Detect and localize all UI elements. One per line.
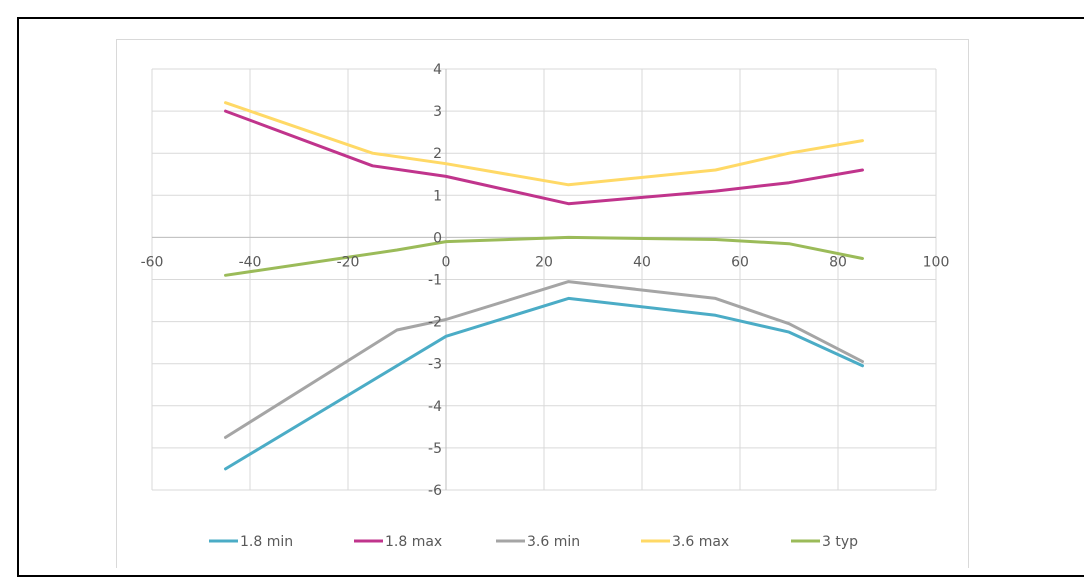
x-tick-label: -40 [239,254,262,270]
legend-item: 3 typ [791,534,858,550]
y-tick-label: 4 [433,62,442,78]
y-tick-label: -4 [428,399,442,415]
x-tick-label: 20 [535,254,553,270]
legend-label: 1.8 max [385,534,442,550]
y-tick-label: 2 [433,146,442,162]
legend-item: 1.8 max [354,534,442,550]
page-heading [0,0,1084,13]
x-tick-label: 100 [923,254,950,270]
legend: 1.8 min 1.8 max 3.6 min 3.6 max 3 typ [209,534,858,550]
y-tick-label: -6 [428,483,442,499]
legend-label: 1.8 min [240,534,293,550]
legend-label: 3.6 max [672,534,729,550]
y-tick-label: -3 [428,357,442,373]
legend-label: 3 typ [822,534,858,550]
y-tick-label: 3 [433,104,442,120]
x-tick-label: 80 [829,254,847,270]
series-line-2 [224,280,864,439]
series-line-0 [224,296,864,471]
y-tick-label: -5 [428,441,442,457]
x-tick-label: -20 [337,254,360,270]
y-tick-label: 1 [433,188,442,204]
x-tick-label: -60 [141,254,164,270]
legend-item: 3.6 min [496,534,580,550]
y-tick-label: -1 [428,273,442,289]
y-tick-label: -2 [428,315,442,331]
series-line-1 [224,109,864,206]
series-line-3 [224,101,864,187]
x-tick-label: 0 [442,254,451,270]
legend-item: 3.6 max [641,534,729,550]
chart-area [116,39,969,568]
legend-label: 3.6 min [527,534,580,550]
y-tick-label: 0 [433,230,442,246]
x-tick-label: 60 [731,254,749,270]
series-lines [224,101,864,471]
series-line-4 [224,235,864,277]
gridlines [151,68,937,491]
legend-item: 1.8 min [209,534,293,550]
x-tick-label: 40 [633,254,651,270]
